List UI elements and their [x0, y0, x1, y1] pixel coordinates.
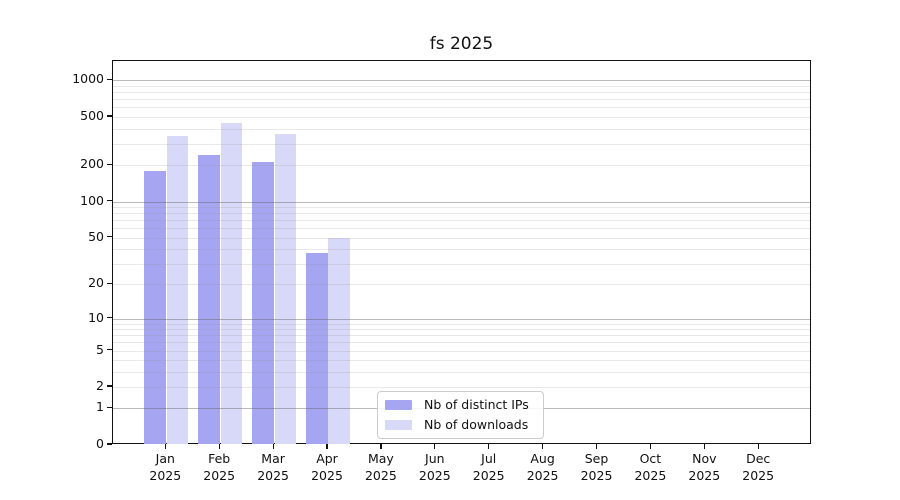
gridline-minor-20: [113, 284, 810, 286]
legend-swatch-distinct-ips: [385, 399, 412, 410]
y-tick-label-500: 500: [80, 108, 104, 123]
gridline-major-1000: [113, 80, 810, 82]
gridline-minor-2: [113, 387, 810, 388]
y-tick-label-1000: 1000: [72, 71, 104, 87]
legend-swatch-downloads: [385, 419, 412, 430]
x-tick-label-dec: Dec 2025: [742, 451, 775, 483]
x-tick-label-may: May 2025: [364, 451, 397, 483]
y-tick-label-0: 0: [96, 436, 104, 451]
gridline-minor-6: [113, 342, 810, 344]
gridline-minor-7: [113, 335, 810, 337]
gridline-minor-60: [113, 228, 810, 230]
y-tick-mark-10: [107, 316, 112, 319]
x-tick-mark-nov: [703, 444, 705, 449]
y-tick-mark-100: [107, 199, 112, 202]
gridline-major-100: [113, 201, 810, 203]
gridline-minor-8: [113, 329, 810, 331]
y-tick-label-20: 20: [88, 275, 104, 291]
y-tick-mark-1000: [107, 78, 112, 81]
y-tick-mark-0: [107, 443, 112, 445]
gridline-minor-500: [113, 117, 810, 118]
gridline-minor-700: [113, 99, 810, 101]
x-tick-mark-may: [380, 444, 382, 449]
x-tick-mark-oct: [649, 444, 652, 449]
x-tick-label-feb: Feb 2025: [203, 451, 236, 483]
x-tick-mark-jun: [434, 444, 436, 449]
gridline-minor-600: [113, 107, 810, 109]
gridline-major-10: [113, 318, 810, 320]
gridline-minor-40: [113, 249, 810, 250]
gridline-minor-90: [113, 207, 810, 208]
x-tick-label-apr: Apr 2025: [311, 451, 343, 483]
y-tick-mark-5: [107, 348, 112, 351]
y-tick-mark-50: [107, 235, 112, 238]
gridline-minor-5: [113, 350, 810, 352]
x-tick-mark-mar: [272, 444, 274, 449]
x-tick-mark-dec: [757, 444, 759, 449]
x-tick-label-jul: Jul 2025: [472, 451, 505, 483]
x-tick-mark-jul: [488, 444, 490, 449]
bar-distinct-ips-apr: [306, 253, 328, 444]
x-tick-label-nov: Nov 2025: [688, 451, 721, 483]
y-tick-label-2: 2: [96, 378, 104, 393]
legend-label-downloads: Nb of downloads: [424, 417, 529, 432]
legend: Nb of distinct IPs Nb of downloads: [377, 391, 544, 439]
y-tick-mark-500: [107, 115, 112, 117]
gridline-minor-300: [113, 143, 810, 145]
gridline-minor-80: [113, 213, 810, 215]
y-tick-mark-200: [107, 163, 112, 165]
x-tick-mark-sep: [595, 444, 598, 449]
x-tick-mark-feb: [218, 444, 220, 449]
gridline-minor-30: [113, 263, 810, 265]
gridline-minor-4: [113, 360, 810, 362]
gridline-minor-70: [113, 220, 810, 222]
x-tick-label-mar: Mar 2025: [257, 451, 289, 483]
y-tick-label-1: 1: [96, 399, 104, 415]
y-tick-mark-1: [107, 406, 112, 409]
x-tick-mark-apr: [326, 444, 328, 449]
gridline-minor-800: [113, 92, 810, 94]
chart-title: fs 2025: [429, 34, 494, 54]
gridline-minor-900: [113, 86, 810, 87]
y-tick-label-200: 200: [80, 156, 104, 172]
x-tick-label-aug: Aug 2025: [526, 451, 559, 483]
gridline-minor-400: [113, 128, 810, 130]
bar-downloads-apr: [328, 237, 350, 444]
bar-distinct-ips-mar: [252, 162, 274, 444]
bar-downloads-jan: [166, 135, 189, 444]
x-tick-label-jun: Jun 2025: [418, 451, 451, 483]
x-tick-label-jan: Jan 2025: [149, 451, 182, 483]
legend-item-downloads: Nb of downloads: [385, 418, 535, 431]
y-tick-label-10: 10: [88, 309, 104, 325]
gridline-minor-9: [113, 323, 810, 325]
y-tick-label-5: 5: [96, 341, 104, 357]
bar-distinct-ips-jan: [144, 170, 166, 444]
gridline-minor-200: [113, 165, 810, 167]
plot-area: [112, 60, 811, 444]
bar-downloads-feb: [220, 122, 243, 444]
bar-distinct-ips-feb: [198, 154, 220, 444]
bar-downloads-mar: [274, 134, 296, 444]
gridline-minor-50: [113, 237, 810, 239]
x-tick-label-sep: Sep 2025: [580, 451, 613, 483]
x-tick-mark-aug: [542, 444, 544, 449]
legend-label-distinct-ips: Nb of distinct IPs: [424, 397, 529, 412]
x-tick-mark-jan: [164, 444, 166, 449]
y-tick-label-100: 100: [80, 192, 104, 208]
y-tick-label-50: 50: [88, 228, 104, 244]
y-tick-mark-2: [107, 385, 112, 387]
y-tick-mark-20: [107, 282, 112, 285]
x-tick-label-oct: Oct 2025: [634, 451, 667, 483]
gridline-minor-3: [113, 371, 810, 373]
legend-item-distinct-ips: Nb of distinct IPs: [385, 398, 535, 411]
